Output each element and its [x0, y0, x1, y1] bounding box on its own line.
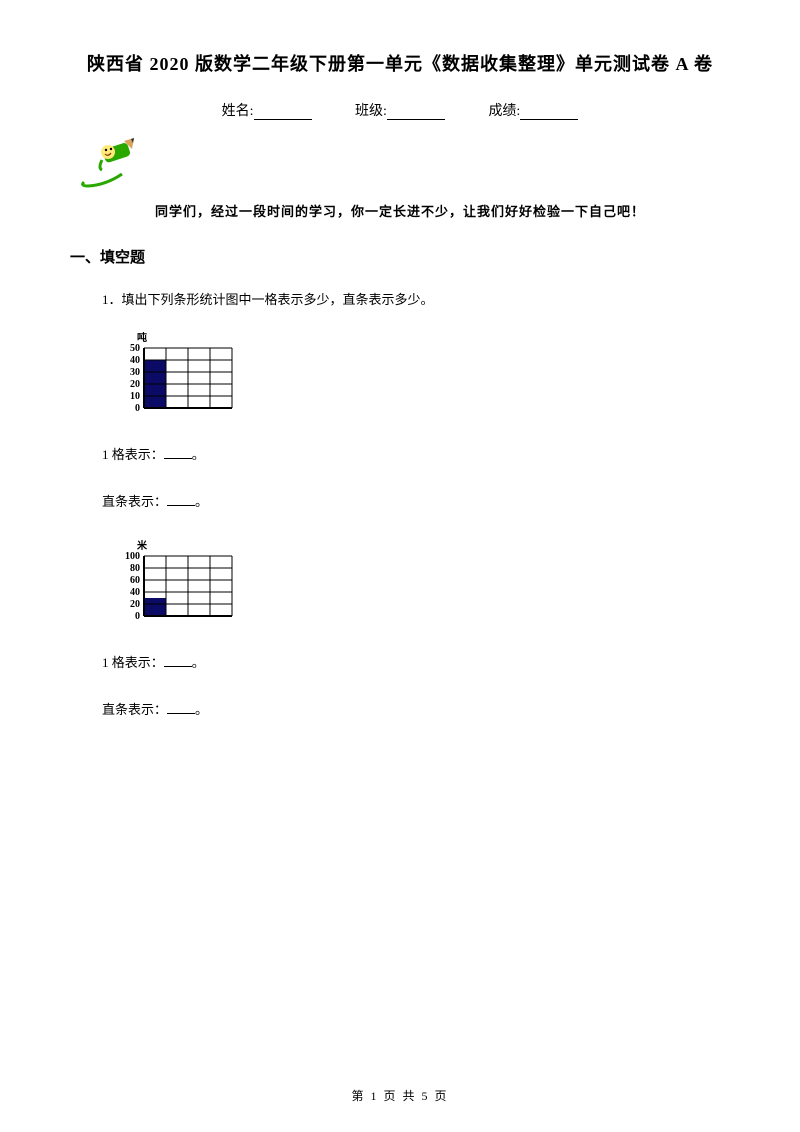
- fill-1b-prefix: 直条表示：: [102, 494, 167, 509]
- fill-1a-prefix: 1 格表示：: [102, 447, 164, 462]
- svg-text:50: 50: [130, 343, 140, 354]
- question-1: 1．填出下列条形统计图中一格表示多少，直条表示多少。: [102, 289, 730, 308]
- score-label: 成绩:: [488, 104, 520, 119]
- svg-text:20: 20: [130, 599, 140, 610]
- fill-1b-suffix: 。: [195, 494, 208, 509]
- svg-text:0: 0: [135, 403, 140, 414]
- class-blank[interactable]: [387, 106, 445, 120]
- fill-1a-suffix: 。: [192, 447, 205, 462]
- page-title: 陕西省 2020 版数学二年级下册第一单元《数据收集整理》单元测试卷 A 卷: [70, 50, 730, 76]
- svg-text:60: 60: [130, 575, 140, 586]
- pencil-mascot: [78, 138, 730, 195]
- fill-1a-blank[interactable]: [164, 447, 192, 459]
- score-blank[interactable]: [520, 106, 578, 120]
- name-blank[interactable]: [254, 106, 312, 120]
- chart-2: 米100806040200: [118, 538, 730, 624]
- fill-2b-blank[interactable]: [167, 702, 195, 714]
- fill-1b-blank[interactable]: [167, 494, 195, 506]
- svg-text:20: 20: [130, 379, 140, 390]
- page-footer: 第 1 页 共 5 页: [0, 1087, 800, 1104]
- fill-1b: 直条表示： 。: [102, 491, 730, 510]
- fill-2a-suffix: 。: [192, 655, 205, 670]
- encourage-text: 同学们，经过一段时间的学习，你一定长进不少，让我们好好检验一下自己吧！: [70, 201, 730, 220]
- svg-text:40: 40: [130, 355, 140, 366]
- fill-2b-suffix: 。: [195, 702, 208, 717]
- fill-2b: 直条表示： 。: [102, 699, 730, 718]
- chart-1: 吨50403020100: [118, 330, 730, 416]
- chart-2-svg: 米100806040200: [118, 538, 238, 624]
- fill-2a-prefix: 1 格表示：: [102, 655, 164, 670]
- svg-text:30: 30: [130, 367, 140, 378]
- pencil-icon: [78, 138, 148, 190]
- svg-text:100: 100: [125, 551, 140, 562]
- svg-text:10: 10: [130, 391, 140, 402]
- name-label: 姓名:: [222, 104, 254, 119]
- fill-2a-blank[interactable]: [164, 655, 192, 667]
- section-1-heading: 一、填空题: [70, 246, 730, 267]
- svg-text:40: 40: [130, 587, 140, 598]
- fill-2a: 1 格表示： 。: [102, 652, 730, 671]
- student-info-line: 姓名: 班级: 成绩:: [70, 100, 730, 120]
- class-label: 班级:: [355, 104, 387, 119]
- svg-text:80: 80: [130, 563, 140, 574]
- fill-1a: 1 格表示： 。: [102, 444, 730, 463]
- chart-1-svg: 吨50403020100: [118, 330, 238, 416]
- svg-text:0: 0: [135, 611, 140, 622]
- fill-2b-prefix: 直条表示：: [102, 702, 167, 717]
